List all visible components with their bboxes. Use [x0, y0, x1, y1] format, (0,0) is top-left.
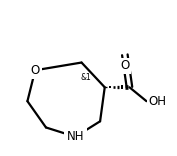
Text: O: O — [31, 64, 40, 77]
Text: OH: OH — [148, 95, 166, 108]
Text: O: O — [120, 59, 129, 72]
Text: &1: &1 — [81, 73, 92, 83]
Text: NH: NH — [67, 130, 84, 143]
